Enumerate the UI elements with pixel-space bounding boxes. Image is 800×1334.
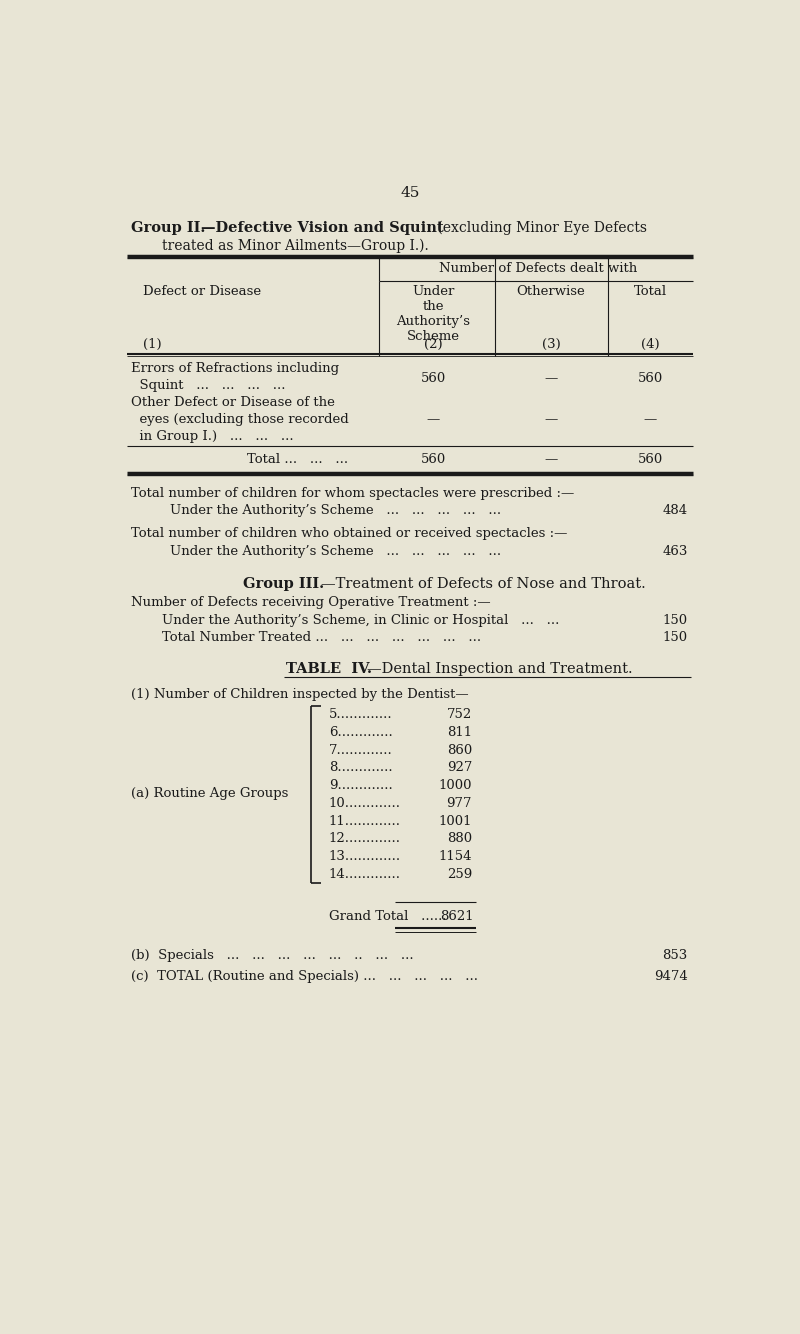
Text: Squint   ...   ...   ...   ...: Squint ... ... ... ... — [131, 379, 286, 392]
Text: 8621: 8621 — [440, 910, 474, 923]
Text: Total ...   ...   ...: Total ... ... ... — [247, 454, 348, 467]
Text: (c)  TOTAL (Routine and Specials) ...   ...   ...   ...   ...: (c) TOTAL (Routine and Specials) ... ...… — [131, 970, 478, 983]
Text: (b)  Specials   ...   ...   ...   ...   ...   ..   ...   ...: (b) Specials ... ... ... ... ... .. ... … — [131, 948, 414, 962]
Text: 7.............: 7............. — [329, 744, 392, 756]
Text: eyes (excluding those recorded: eyes (excluding those recorded — [131, 412, 349, 426]
Text: Otherwise: Otherwise — [517, 285, 586, 297]
Text: 484: 484 — [662, 504, 687, 518]
Text: in Group I.)   ...   ...   ...: in Group I.) ... ... ... — [131, 430, 294, 443]
Text: (1): (1) — [142, 338, 162, 351]
Text: —: — — [644, 412, 657, 426]
Text: 13.............: 13............. — [329, 850, 401, 863]
Text: 6.............: 6............. — [329, 726, 392, 739]
Text: 853: 853 — [662, 948, 687, 962]
Text: (excluding Minor Eye Defects: (excluding Minor Eye Defects — [434, 221, 647, 235]
Text: Total number of children who obtained or received spectacles :—: Total number of children who obtained or… — [131, 527, 567, 540]
Text: (3): (3) — [542, 338, 561, 351]
Text: —: — — [545, 372, 558, 384]
Text: (1) Number of Children inspected by the Dentist—: (1) Number of Children inspected by the … — [131, 688, 469, 702]
Text: 150: 150 — [662, 614, 687, 627]
Text: Errors of Refractions including: Errors of Refractions including — [131, 362, 339, 375]
Text: 9.............: 9............. — [329, 779, 392, 792]
Text: 1001: 1001 — [438, 815, 472, 827]
Text: 927: 927 — [446, 762, 472, 775]
Text: Under the Authority’s Scheme   ...   ...   ...   ...   ...: Under the Authority’s Scheme ... ... ...… — [170, 546, 501, 558]
Text: —: — — [426, 412, 440, 426]
Text: 12.............: 12............. — [329, 832, 401, 846]
Text: Defect or Disease: Defect or Disease — [142, 285, 261, 297]
Text: 463: 463 — [662, 546, 687, 558]
Text: 860: 860 — [446, 744, 472, 756]
Text: —Defective Vision and Squint: —Defective Vision and Squint — [201, 221, 443, 235]
Text: 560: 560 — [638, 454, 663, 467]
Text: —Dental Inspection and Treatment.: —Dental Inspection and Treatment. — [367, 662, 633, 676]
Text: Group III.: Group III. — [243, 576, 325, 591]
Text: Group II.: Group II. — [131, 221, 206, 235]
Text: Total number of children for whom spectacles were prescribed :—: Total number of children for whom specta… — [131, 487, 574, 499]
Text: Number of Defects receiving Operative Treatment :—: Number of Defects receiving Operative Tr… — [131, 596, 490, 608]
Text: 560: 560 — [421, 372, 446, 384]
Text: 10.............: 10............. — [329, 796, 401, 810]
Text: 150: 150 — [662, 631, 687, 644]
Text: Under the Authority’s Scheme, in Clinic or Hospital   ...   ...: Under the Authority’s Scheme, in Clinic … — [162, 614, 559, 627]
Text: (4): (4) — [641, 338, 659, 351]
Text: Under the Authority’s Scheme   ...   ...   ...   ...   ...: Under the Authority’s Scheme ... ... ...… — [170, 504, 501, 518]
Text: (2): (2) — [424, 338, 442, 351]
Text: Total: Total — [634, 285, 667, 297]
Text: —: — — [545, 454, 558, 467]
Text: Under
the
Authority’s
Scheme: Under the Authority’s Scheme — [396, 285, 470, 343]
Text: 752: 752 — [446, 708, 472, 722]
Text: Total Number Treated ...   ...   ...   ...   ...   ...   ...: Total Number Treated ... ... ... ... ...… — [162, 631, 481, 644]
Text: 1000: 1000 — [438, 779, 472, 792]
Text: Grand Total   ......: Grand Total ...... — [329, 910, 446, 923]
Text: —Treatment of Defects of Nose and Throat.: —Treatment of Defects of Nose and Throat… — [321, 576, 646, 591]
Text: 14.............: 14............. — [329, 867, 401, 880]
Text: 560: 560 — [421, 454, 446, 467]
Text: TABLE  IV.: TABLE IV. — [286, 662, 372, 676]
Text: 259: 259 — [446, 867, 472, 880]
Text: 560: 560 — [638, 372, 663, 384]
Text: 8.............: 8............. — [329, 762, 392, 775]
Text: 5.............: 5............. — [329, 708, 392, 722]
Text: 11.............: 11............. — [329, 815, 401, 827]
Text: Other Defect or Disease of the: Other Defect or Disease of the — [131, 396, 335, 408]
Text: 977: 977 — [446, 796, 472, 810]
Text: 1154: 1154 — [438, 850, 472, 863]
Text: (a) Routine Age Groups: (a) Routine Age Groups — [131, 787, 288, 799]
Text: —: — — [545, 412, 558, 426]
Text: treated as Minor Ailments—Group I.).: treated as Minor Ailments—Group I.). — [162, 239, 429, 253]
Text: 811: 811 — [447, 726, 472, 739]
Text: 45: 45 — [400, 187, 420, 200]
Text: Number of Defects dealt with: Number of Defects dealt with — [438, 261, 637, 275]
Text: 9474: 9474 — [654, 970, 687, 983]
Text: 880: 880 — [447, 832, 472, 846]
